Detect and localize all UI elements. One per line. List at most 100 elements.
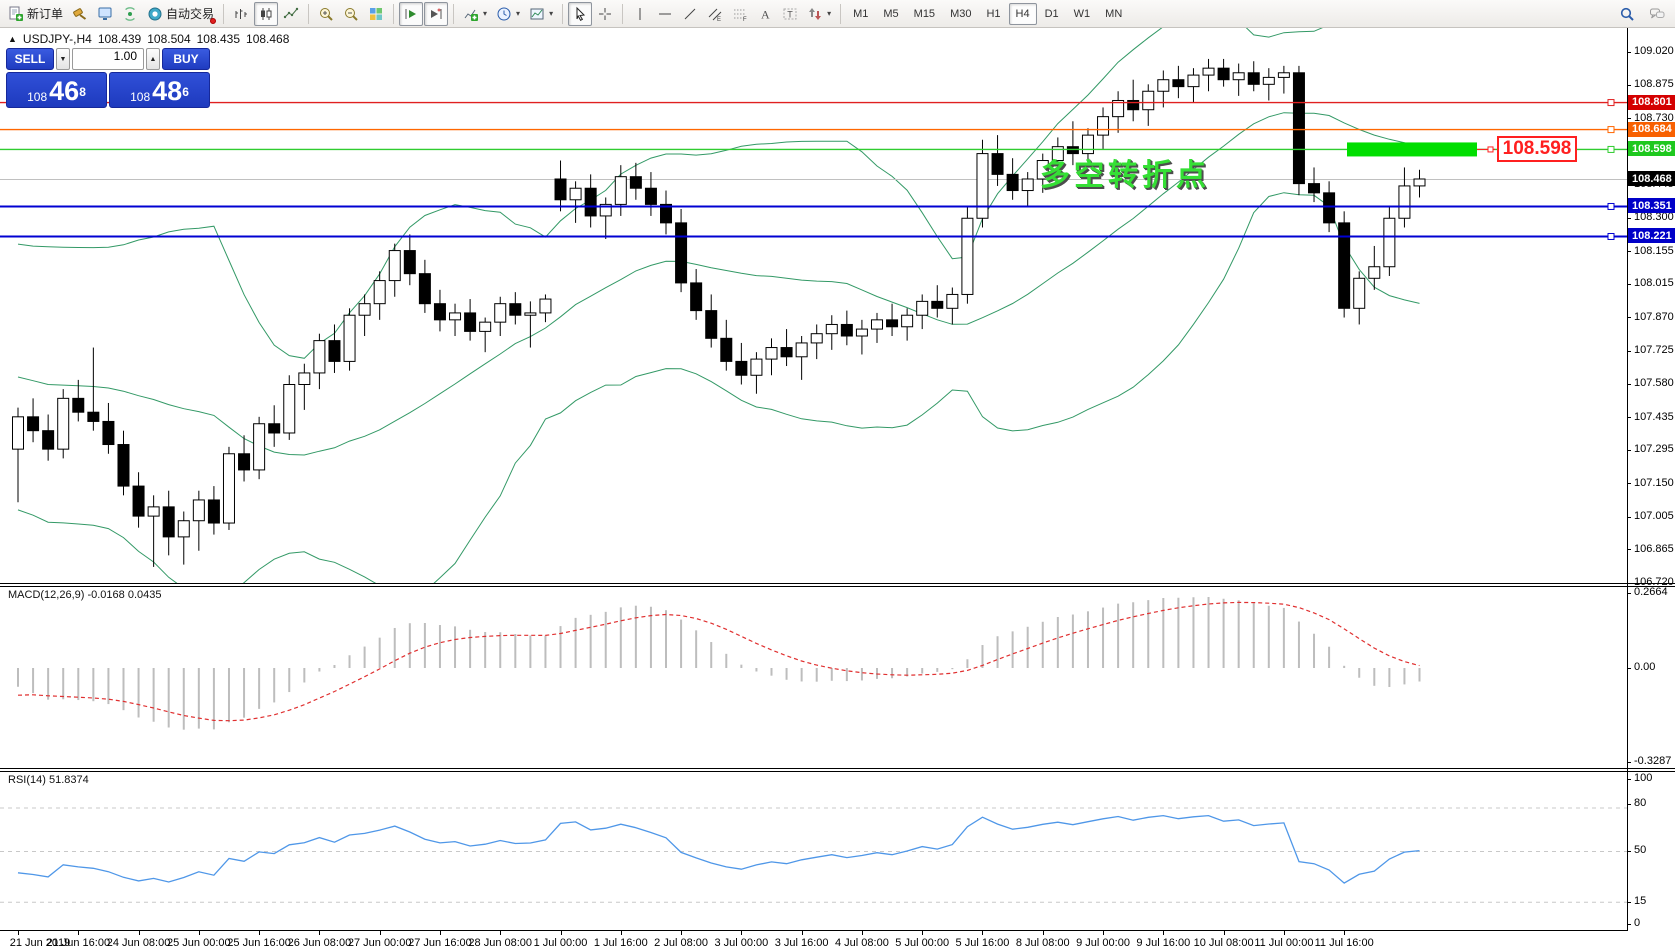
- styler-button[interactable]: [68, 2, 92, 26]
- bull-candle: [1081, 134, 1094, 155]
- template-icon: [529, 6, 545, 22]
- bull-candle: [479, 321, 492, 332]
- bull-candle: [222, 453, 235, 524]
- buy-button[interactable]: BUY: [162, 48, 210, 70]
- timeframe-m5-button[interactable]: M5: [883, 7, 899, 20]
- arrows-button[interactable]: ▾: [803, 2, 835, 26]
- buy-price-button[interactable]: 108 48 6: [109, 72, 210, 108]
- bear-candle: [162, 506, 175, 538]
- auto-scroll-button[interactable]: [399, 1, 424, 26]
- bear-candle: [1217, 67, 1230, 81]
- collapse-panel-icon[interactable]: ▲: [8, 34, 17, 44]
- channel-icon: E: [707, 6, 723, 22]
- timeframe-h1-button[interactable]: H1: [986, 7, 1001, 20]
- bar-chart-button[interactable]: [229, 2, 253, 26]
- line-handle[interactable]: [1607, 126, 1615, 134]
- indicators-button[interactable]: ▾: [459, 2, 491, 26]
- tile-windows-button[interactable]: [364, 2, 388, 26]
- bear-candle: [433, 303, 446, 321]
- time-label: 9 Jul 00:00: [1076, 937, 1130, 949]
- equidistant-channel-button[interactable]: E: [703, 2, 727, 26]
- highlight-zone-rectangle[interactable]: [1347, 142, 1477, 157]
- vertical-line-button[interactable]: [628, 2, 652, 26]
- bear-candle: [660, 203, 673, 224]
- line-icon: [283, 6, 299, 22]
- chart-shift-button[interactable]: [424, 1, 449, 26]
- search-button[interactable]: [1615, 2, 1639, 26]
- sell-price-pips: 46: [49, 76, 80, 106]
- signals-button[interactable]: [118, 2, 142, 26]
- trendline-button[interactable]: [678, 2, 702, 26]
- bear-candle: [117, 444, 130, 487]
- dropdown-caret-icon[interactable]: ▾: [483, 9, 488, 18]
- new-order-button[interactable]: 新订单: [4, 2, 67, 26]
- macd-panel[interactable]: [0, 587, 1627, 768]
- zoom-in-button[interactable]: [314, 2, 338, 26]
- cursor-icon: [572, 6, 588, 22]
- timeframe-mn-button[interactable]: MN: [1105, 7, 1123, 20]
- macd-indicator-label: MACD(12,26,9) -0.0168 0.0435: [8, 589, 162, 601]
- symbol-info-bar[interactable]: ▲ USDJPY-,H4 108.439 108.504 108.435 108…: [8, 32, 289, 46]
- bull-candle: [313, 340, 326, 374]
- panel-separator[interactable]: [0, 583, 1675, 587]
- line-handle[interactable]: [1607, 145, 1615, 153]
- bear-candle: [268, 423, 281, 434]
- text-label-button[interactable]: T: [778, 2, 802, 26]
- time-label: 25 Jun 16:00: [227, 937, 291, 949]
- templates-button[interactable]: ▾: [525, 2, 557, 26]
- zoom-out-button[interactable]: [339, 2, 363, 26]
- bear-candle: [584, 187, 597, 217]
- bull-candle: [1353, 277, 1366, 309]
- rsi-axis-label: 100: [1634, 772, 1653, 784]
- chat-button[interactable]: [1645, 2, 1669, 26]
- bull-candle: [961, 217, 974, 295]
- main-chart[interactable]: [0, 28, 1627, 583]
- fibonacci-button[interactable]: F: [728, 2, 752, 26]
- panel-separator[interactable]: [0, 768, 1675, 772]
- volume-decrease-button[interactable]: ▼: [56, 48, 70, 70]
- sell-button[interactable]: SELL: [6, 48, 54, 70]
- volume-input[interactable]: 1.00: [72, 48, 144, 70]
- time-tick: [741, 931, 743, 935]
- time-label: 5 Jul 00:00: [895, 937, 950, 949]
- dropdown-caret-icon[interactable]: ▾: [516, 9, 521, 18]
- bear-candle: [1292, 72, 1305, 185]
- bear-candle: [931, 300, 944, 309]
- candlestick-chart-button[interactable]: [254, 1, 279, 26]
- cursor-button[interactable]: [568, 1, 593, 26]
- dropdown-caret-icon[interactable]: ▾: [549, 9, 554, 18]
- price-tick: [1627, 449, 1631, 451]
- line-handle[interactable]: [1607, 202, 1615, 210]
- bull-candle: [1262, 76, 1275, 85]
- timeframe-d1-button[interactable]: D1: [1044, 7, 1059, 20]
- bars-icon: [233, 6, 249, 22]
- timeframe-h4-button[interactable]: H4: [1008, 2, 1037, 25]
- price-tick: [1627, 283, 1631, 285]
- line-chart-button[interactable]: [279, 2, 303, 26]
- dropdown-caret-icon[interactable]: ▾: [827, 9, 832, 18]
- auto-trading-button[interactable]: 自动交易: [143, 2, 218, 26]
- sell-price-button[interactable]: 108 46 8: [6, 72, 107, 108]
- crosshair-button[interactable]: [593, 2, 617, 26]
- price-tick-label: 108.300: [1634, 211, 1674, 224]
- volume-increase-button[interactable]: ▲: [146, 48, 160, 70]
- time-label: 11 Jul 16:00: [1314, 937, 1374, 949]
- horizontal-line-button[interactable]: [653, 2, 677, 26]
- rsi-panel[interactable]: [0, 772, 1627, 930]
- bear-candle: [1006, 173, 1019, 192]
- text-button[interactable]: A: [753, 2, 777, 26]
- price-level-badge: 108.684: [1628, 121, 1675, 137]
- timeframe-w1-button[interactable]: W1: [1073, 7, 1091, 20]
- timeframe-m15-button[interactable]: M15: [913, 7, 936, 20]
- periods-button[interactable]: ▾: [492, 2, 524, 26]
- svg-text:T: T: [787, 9, 793, 19]
- bull-candle: [494, 303, 507, 323]
- terminal-button[interactable]: [93, 2, 117, 26]
- line-handle[interactable]: [1607, 99, 1615, 107]
- bull-candle: [1142, 90, 1155, 111]
- price-tick: [1627, 251, 1631, 253]
- timeframe-m30-button[interactable]: M30: [950, 7, 972, 20]
- timeframe-m1-button[interactable]: M1: [853, 7, 869, 20]
- line-handle[interactable]: [1607, 232, 1615, 240]
- bollinger-lower-band: [17, 192, 1420, 583]
